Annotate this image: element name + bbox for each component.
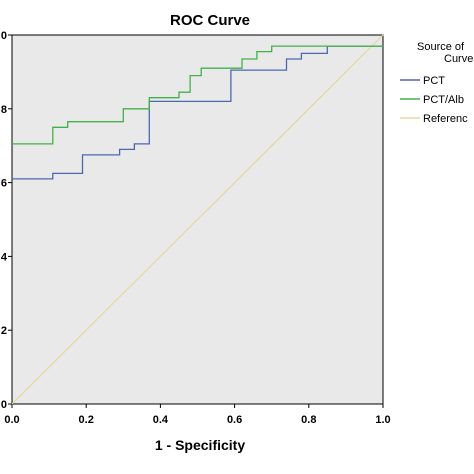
x-tick-label: 0.2 [79,414,94,426]
series-line-pct-alb [12,45,383,145]
y-tick-label: 8 [1,104,7,116]
legend-title-line1: Source of [417,41,465,53]
x-tick-label: 0.8 [301,414,316,426]
y-tick-label: 0 [1,399,7,411]
legend: Source of Curve PCT PCT/Alb Referenc [400,41,473,125]
x-tick-label: 1.0 [375,414,390,426]
x-tick-label: 0.0 [4,414,19,426]
y-tick-label: 0 [1,30,7,42]
legend-title-line2: Curve [444,53,473,65]
y-tick-label: 4 [1,251,8,263]
legend-label: PCT/Alb [423,94,464,106]
x-tick-label: 0.6 [227,414,242,426]
series-line-referenc [11,34,384,405]
chart-title: ROC Curve [170,12,250,29]
axis-ticks: 0.0 0.2 0.4 0.6 0.8 1.0 0 2 4 6 8 0 [1,30,391,426]
legend-entries: PCT PCT/Alb Referenc [400,75,468,125]
legend-label: PCT [423,75,445,87]
legend-label: Referenc [423,113,468,125]
series-line-pct [12,45,383,180]
y-tick-label: 2 [1,325,7,337]
series-layer [11,34,384,405]
x-axis-label: 1 - Specificity [155,437,245,453]
y-tick-label: 6 [1,178,7,190]
x-tick-label: 0.4 [153,414,169,426]
